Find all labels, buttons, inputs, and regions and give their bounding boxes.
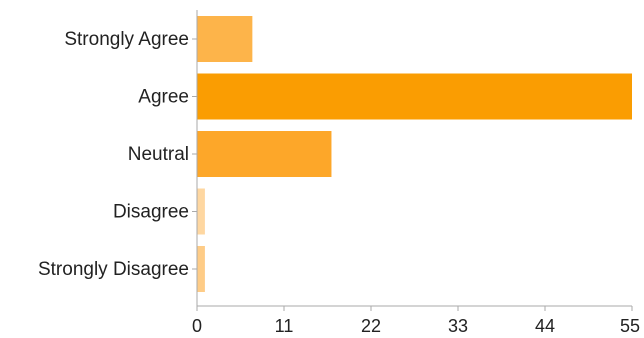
category-labels: Strongly Agree Agree Neutral Disagree Strong… (38, 29, 189, 280)
bar-disagree (197, 188, 205, 235)
x-tick-label: 55 (620, 316, 640, 336)
category-label-agree: Agree (138, 87, 189, 108)
category-label-neutral: Neutral (128, 144, 189, 165)
x-tick-label: 0 (192, 316, 202, 336)
x-tick-label: 22 (361, 316, 381, 336)
bar-strongly-agree (197, 16, 253, 62)
bar-neutral (197, 131, 332, 177)
category-label-strongly-disagree: Strongly Disagree (38, 259, 189, 280)
bars-group (197, 16, 632, 292)
x-tick-label: 33 (448, 316, 468, 336)
x-axis-ticks: 0 11 22 33 44 55 (192, 38, 640, 336)
category-label-strongly-agree: Strongly Agree (64, 29, 189, 50)
x-tick-label: 44 (535, 316, 555, 336)
category-label-disagree: Disagree (113, 202, 189, 223)
x-tick-label: 11 (275, 316, 294, 336)
bar-agree (197, 73, 632, 120)
bar-strongly-disagree (197, 246, 205, 292)
